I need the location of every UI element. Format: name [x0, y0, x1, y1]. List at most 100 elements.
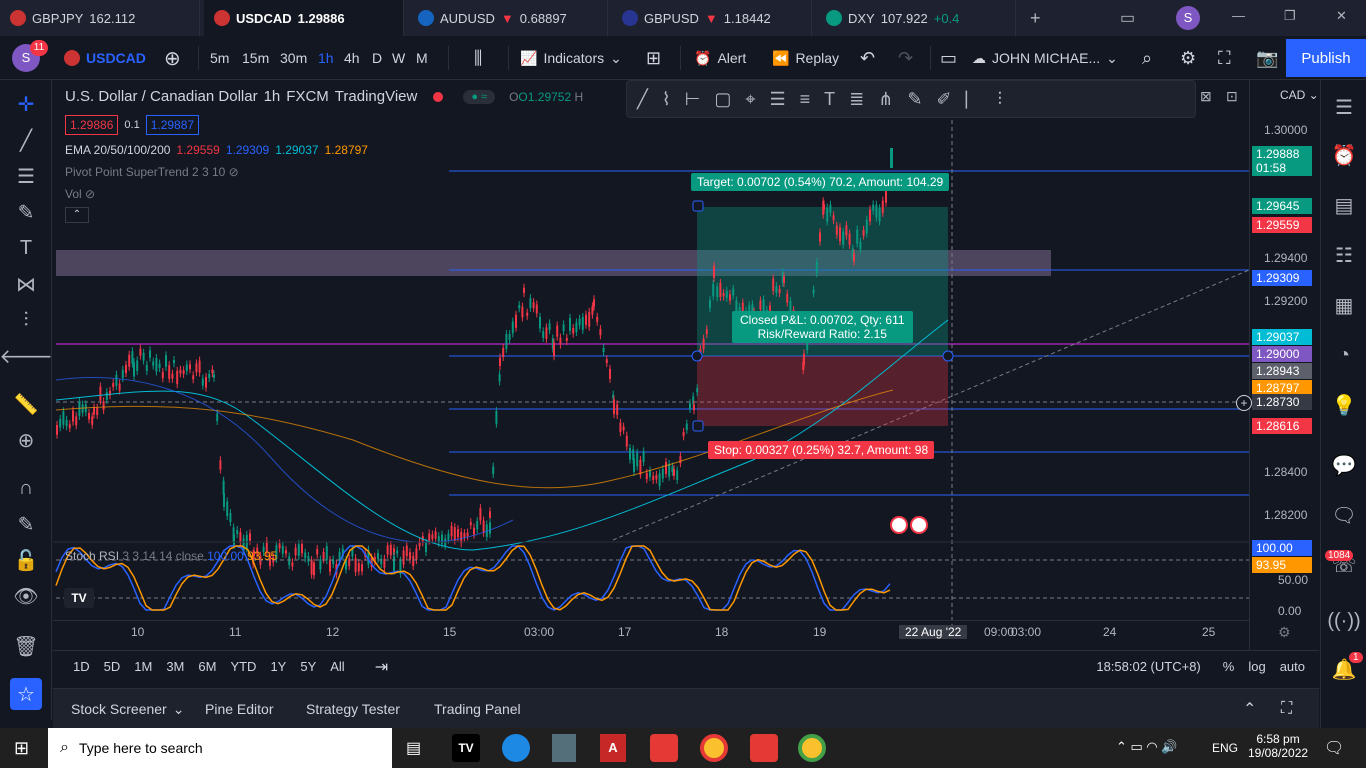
text-icon[interactable]: T	[19, 236, 33, 259]
layout-icon[interactable]: ▭	[940, 47, 958, 68]
time-axis[interactable]: 10 11 12 15 03:00 17 18 19 22 Aug '22 09…	[53, 620, 1249, 644]
rect-icon[interactable]: ▢	[714, 88, 732, 109]
maximize-icon[interactable]: ⛶	[1281, 700, 1293, 717]
account-menu[interactable]: ☁ JOHN MICHAE... ⌄	[972, 49, 1118, 67]
taskbar-clock[interactable]: 6:58 pm 19/08/2022	[1248, 732, 1309, 760]
event-flag-icon[interactable]	[890, 516, 908, 534]
magnet-icon[interactable]: ∩	[18, 476, 34, 499]
tab-stock-screener[interactable]: Stock Screener ⌄	[71, 700, 185, 718]
new-tab-icon[interactable]: +	[1030, 8, 1041, 28]
pin-icon[interactable]: ⌖	[745, 88, 756, 109]
app-icon[interactable]	[650, 734, 678, 762]
eye-icon[interactable]: 👁	[13, 585, 39, 608]
tab-trading-panel[interactable]: Trading Panel	[434, 701, 521, 717]
brush-icon[interactable]: ✎	[17, 201, 35, 224]
gear-icon[interactable]: ⚙	[1278, 624, 1291, 640]
task-view-icon[interactable]: ▤	[406, 740, 422, 757]
tab-usdcad[interactable]: USDCAD 1.29886	[204, 0, 404, 36]
event-flag-icon[interactable]	[910, 516, 928, 534]
trendline-icon[interactable]: ╱	[19, 129, 33, 152]
tray-icons[interactable]: ⌃ ▭ ◠ 🔊	[1116, 739, 1178, 754]
highlighter-icon[interactable]: ✐	[936, 88, 952, 109]
windows-start-icon[interactable]: ⊞	[14, 738, 30, 758]
redo-icon[interactable]: ↷	[898, 47, 914, 68]
signal-icon[interactable]: ((·))	[1327, 609, 1361, 632]
percent-toggle[interactable]: %	[1222, 659, 1235, 674]
vline-icon[interactable]: ⎸	[965, 88, 984, 109]
pitchfork-icon[interactable]: ⋔	[878, 88, 894, 109]
range-all[interactable]: All	[330, 659, 345, 674]
undo-icon[interactable]: ↶	[860, 47, 876, 68]
crosshair-icon[interactable]: ✛	[17, 93, 35, 116]
tab-audusd[interactable]: AUDUSD ▼ 0.68897	[408, 0, 608, 36]
close-icon[interactable]: ✕	[1336, 8, 1347, 23]
range-1y[interactable]: 1Y	[270, 659, 287, 674]
drag-handle[interactable]	[942, 350, 954, 362]
path-icon[interactable]: ⌇	[661, 88, 671, 109]
app-icon[interactable]: A	[600, 734, 626, 762]
zoom-icon[interactable]: ⊕	[17, 429, 35, 452]
tradingview-app-icon[interactable]: TV	[452, 734, 480, 762]
lock-icon[interactable]: 🔓	[13, 549, 39, 572]
price-axis[interactable]: CAD ⌄ 1.30000 1.29400 1.29200 1.28400 1.…	[1236, 80, 1319, 650]
tab-pine-editor[interactable]: Pine Editor	[205, 701, 274, 717]
interval-15m[interactable]: 15m	[242, 50, 270, 66]
drag-handle[interactable]	[691, 350, 703, 362]
eye-off-icon[interactable]: ⊘	[85, 187, 96, 201]
maximize-icon[interactable]: ⊡	[1226, 88, 1238, 104]
pattern-icon[interactable]: ⋈	[16, 273, 36, 296]
brush-icon[interactable]: ✎	[907, 88, 923, 109]
interval-30m[interactable]: 30m	[280, 50, 308, 66]
fib-icon[interactable]: ☰	[17, 165, 35, 188]
app-icon[interactable]	[750, 734, 778, 762]
watchlist-icon[interactable]: ☰	[1335, 96, 1353, 119]
ema-legend[interactable]: EMA 20/50/100/200	[65, 143, 171, 157]
messages-icon[interactable]: 🗨	[1331, 504, 1357, 527]
bell-icon[interactable]: 🔔	[1331, 658, 1357, 681]
layout-icon[interactable]: ▭	[1120, 10, 1136, 27]
restore-icon[interactable]: ❐	[1284, 8, 1296, 23]
sell-button[interactable]: 1.29886	[65, 115, 119, 135]
tab-strategy-tester[interactable]: Strategy Tester	[306, 701, 400, 717]
text-icon[interactable]: T	[824, 88, 836, 109]
lines-icon[interactable]: ≣	[849, 88, 865, 109]
chrome-icon[interactable]	[700, 734, 728, 762]
stoch-rsi-legend[interactable]: Stoch RSI 3 3 14 14 close 100.00 93.95	[65, 549, 278, 563]
symbol-search[interactable]: USDCAD	[64, 36, 146, 80]
indicators-button[interactable]: 📈 Indicators ⌄	[520, 49, 622, 67]
range-3m[interactable]: 3M	[166, 659, 185, 674]
candles-icon[interactable]: ⫼	[474, 47, 483, 68]
alert-button[interactable]: ⏰ Alert	[694, 49, 747, 67]
interval-4h[interactable]: 4h	[344, 50, 360, 66]
interval-5m[interactable]: 5m	[210, 50, 230, 66]
tab-gbpjpy[interactable]: GBPJPY 162.112	[0, 0, 200, 36]
chat-icon[interactable]: 💬	[1331, 454, 1357, 477]
range-ytd[interactable]: YTD	[230, 659, 257, 674]
trendline-icon[interactable]: ╱	[637, 88, 648, 109]
clock-icon[interactable]: ◔	[1337, 343, 1351, 366]
drag-handle[interactable]	[692, 200, 704, 212]
chevron-up-icon[interactable]: ⌃	[1243, 701, 1257, 718]
gear-icon[interactable]: ⚙	[1180, 47, 1197, 68]
back-icon[interactable]: 🡐	[0, 345, 53, 368]
eye-off-icon[interactable]: ⊘	[228, 165, 239, 179]
search-icon[interactable]: ⌕	[1142, 47, 1153, 68]
buy-button[interactable]: 1.29887	[145, 115, 200, 135]
avatar[interactable]: S	[1176, 6, 1200, 30]
taskbar-search[interactable]: ⌕ Type here to search	[48, 728, 392, 768]
range-6m[interactable]: 6M	[198, 659, 217, 674]
calendar-icon[interactable]: ▦	[1334, 294, 1354, 317]
idea-icon[interactable]: 💡	[1331, 394, 1357, 417]
tab-gbpusd[interactable]: GBPUSD ▼ 1.18442	[612, 0, 812, 36]
clock-label[interactable]: 18:58:02 (UTC+8)	[1096, 659, 1201, 674]
drag-handle[interactable]	[692, 420, 704, 432]
range-1m[interactable]: 1M	[134, 659, 153, 674]
publish-button[interactable]: Publish	[1286, 39, 1366, 77]
lock-draw-icon[interactable]: ✎	[17, 513, 35, 536]
settings-icon[interactable]: ⫶	[997, 88, 1003, 109]
currency-selector[interactable]: CAD ⌄	[1280, 88, 1319, 102]
range-5y[interactable]: 5Y	[300, 659, 317, 674]
channel-icon[interactable]: ≡	[799, 88, 811, 109]
range-1d[interactable]: 1D	[73, 659, 90, 674]
camera-icon[interactable]: 📷	[1256, 47, 1279, 68]
